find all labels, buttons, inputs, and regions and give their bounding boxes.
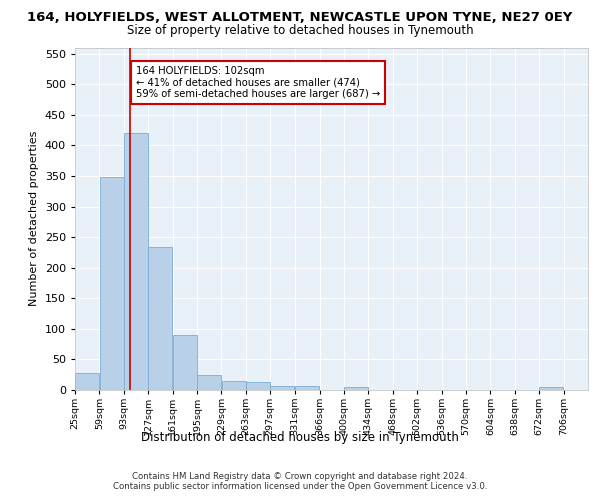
Y-axis label: Number of detached properties: Number of detached properties: [29, 131, 39, 306]
Bar: [271, 386, 295, 390]
Bar: [148, 248, 172, 390]
Text: Distribution of detached houses by size in Tynemouth: Distribution of detached houses by size …: [141, 431, 459, 444]
Text: Contains public sector information licensed under the Open Government Licence v3: Contains public sector information licen…: [113, 482, 487, 491]
Bar: [75, 373, 99, 390]
Bar: [344, 387, 368, 390]
Bar: [197, 376, 221, 390]
Text: 164 HOLYFIELDS: 102sqm
← 41% of detached houses are smaller (474)
59% of semi-de: 164 HOLYFIELDS: 102sqm ← 41% of detached…: [136, 66, 380, 99]
Bar: [539, 387, 563, 390]
Bar: [246, 382, 270, 390]
Bar: [124, 133, 148, 390]
Text: Contains HM Land Registry data © Crown copyright and database right 2024.: Contains HM Land Registry data © Crown c…: [132, 472, 468, 481]
Bar: [295, 386, 319, 390]
Text: Size of property relative to detached houses in Tynemouth: Size of property relative to detached ho…: [127, 24, 473, 37]
Bar: [173, 335, 197, 390]
Bar: [100, 177, 124, 390]
Text: 164, HOLYFIELDS, WEST ALLOTMENT, NEWCASTLE UPON TYNE, NE27 0EY: 164, HOLYFIELDS, WEST ALLOTMENT, NEWCAST…: [28, 11, 572, 24]
Bar: [221, 382, 245, 390]
